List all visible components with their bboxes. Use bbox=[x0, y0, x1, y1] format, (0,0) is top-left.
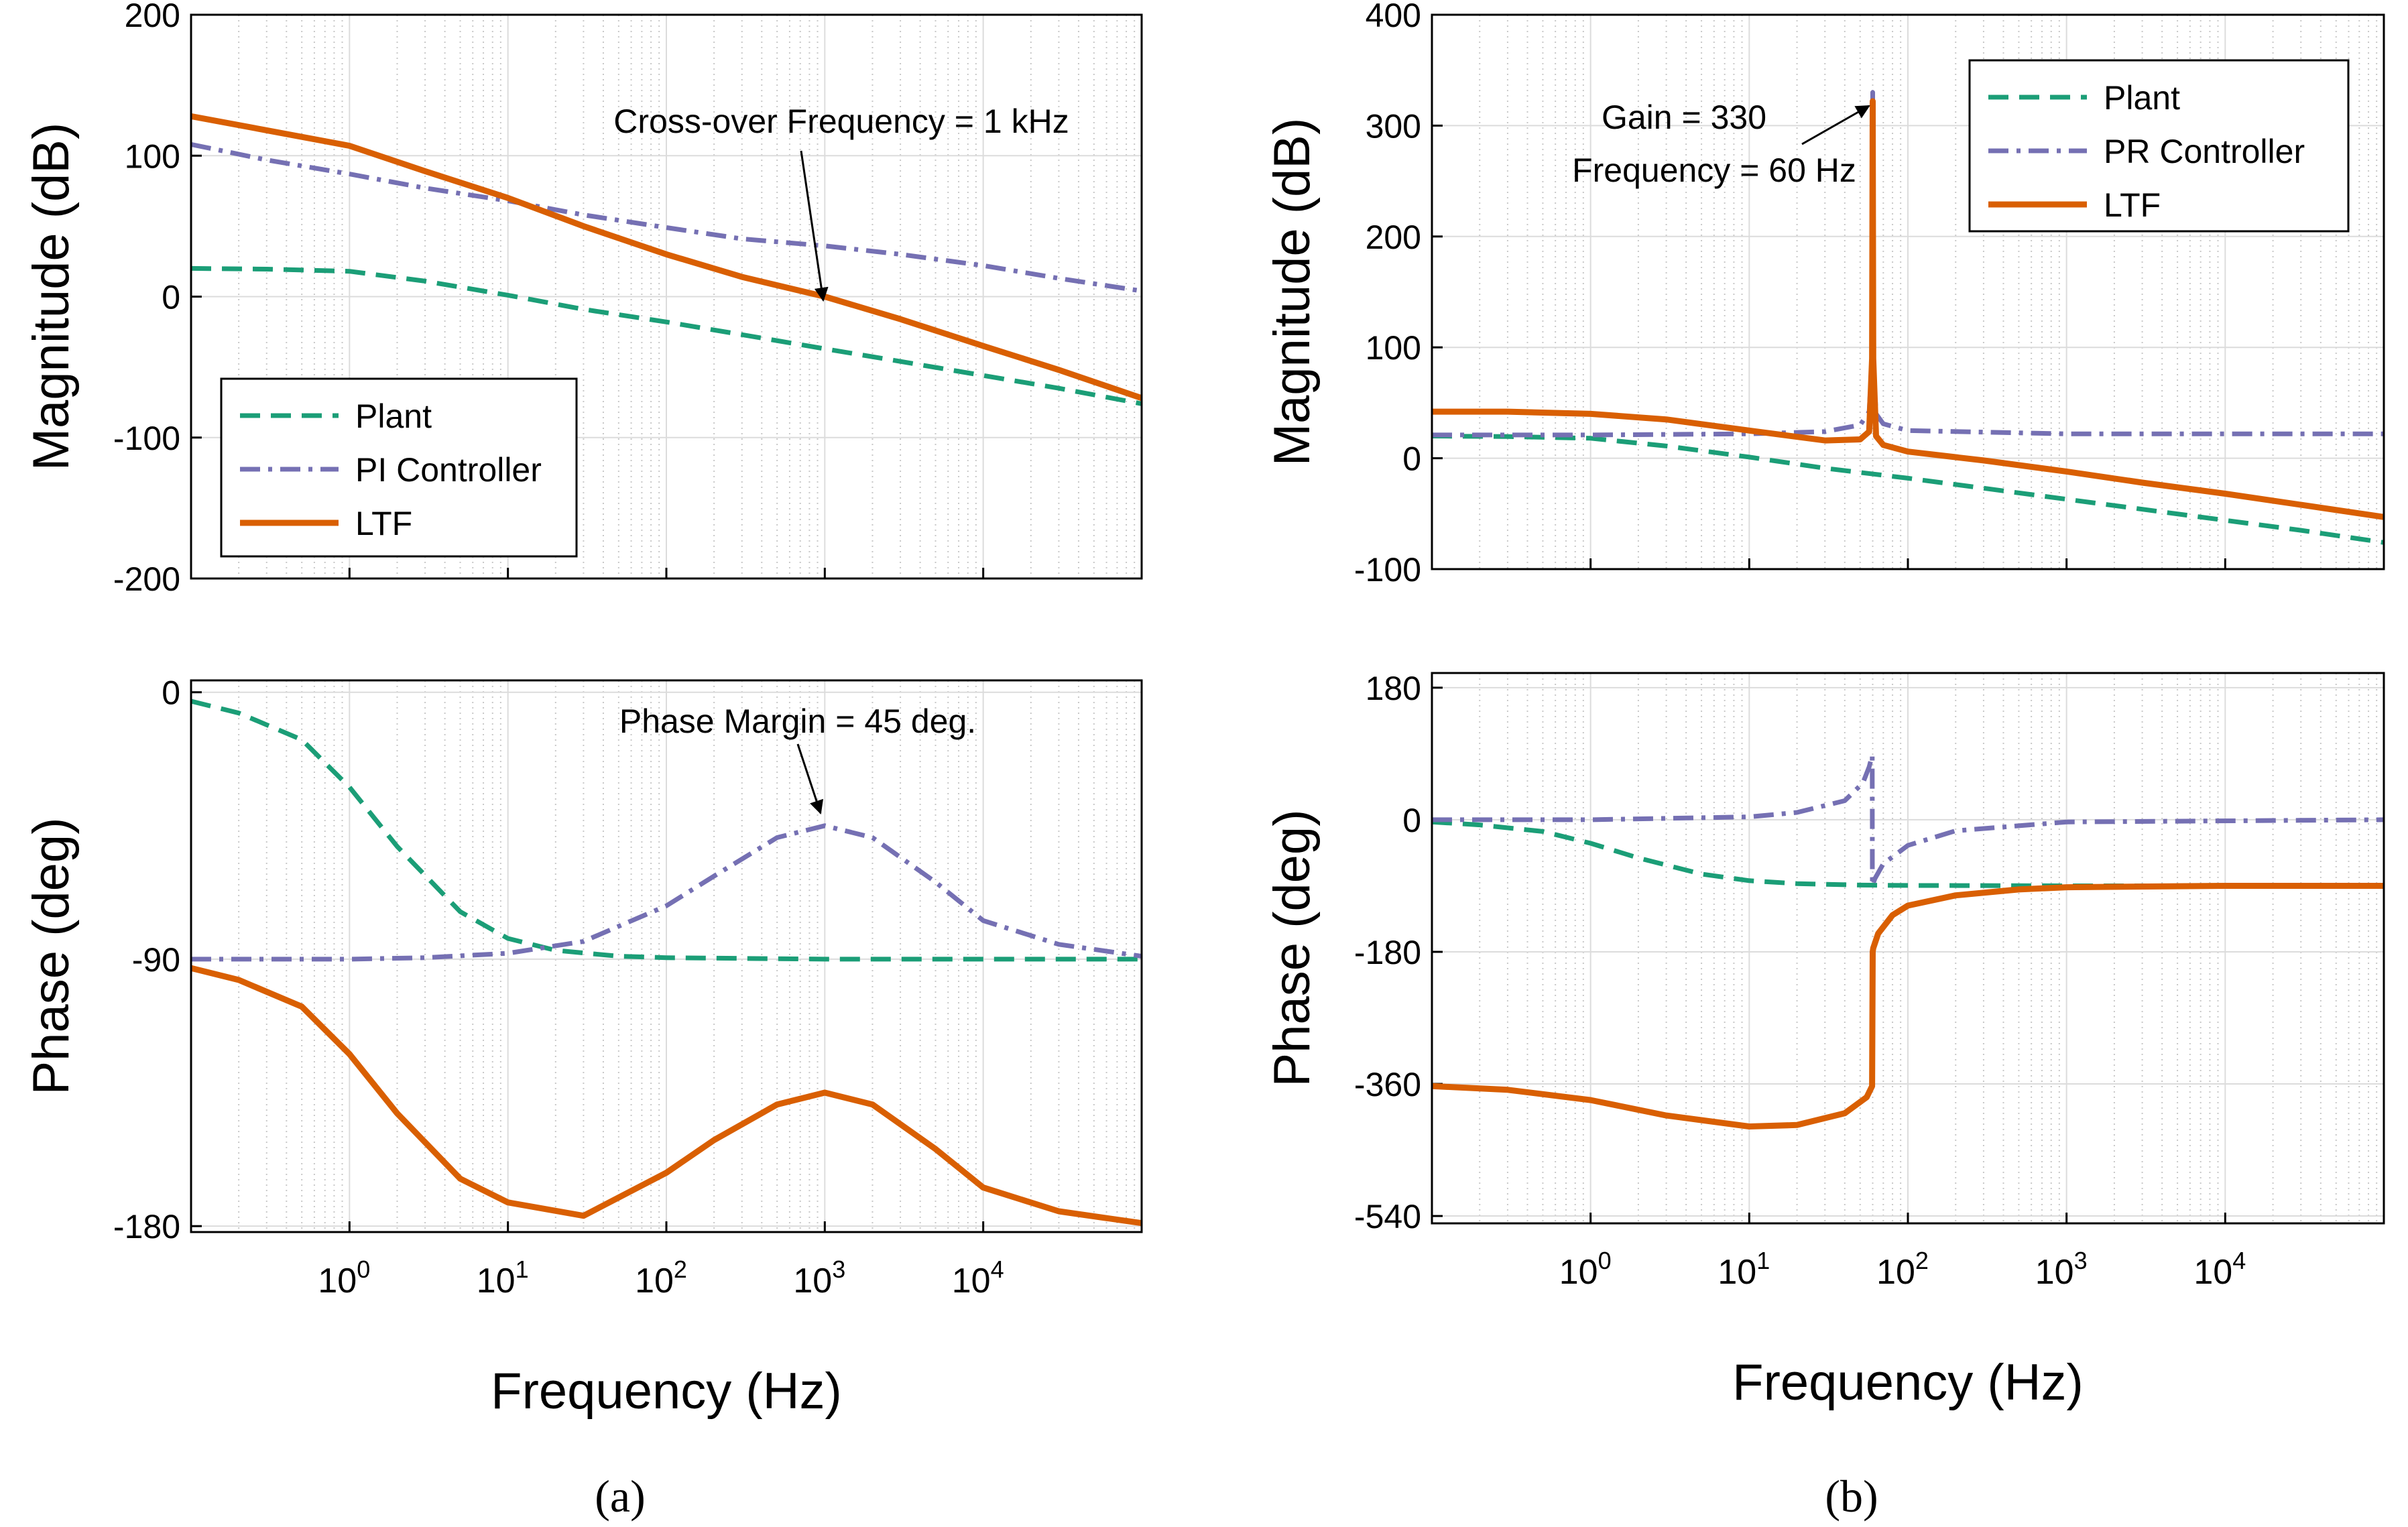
axes-border bbox=[190, 679, 1143, 1233]
y-tick-label: 100 bbox=[125, 137, 180, 175]
y-tick-label: -90 bbox=[132, 941, 180, 979]
chart-a_phase: -180 -90 0 100 101 102 103 104 Frequency (Hz) Pha… bbox=[23, 674, 1143, 1420]
y-axis-label: Phase (deg) bbox=[23, 817, 80, 1095]
axes-border bbox=[1431, 672, 2385, 1225]
legend: Plant PR Controller LTF bbox=[1968, 59, 2350, 233]
annotation-text: Phase Margin = 45 deg. bbox=[619, 703, 976, 740]
series-layer bbox=[1432, 90, 2384, 545]
annotation-text: Cross-over Frequency = 1 kHz bbox=[613, 103, 1069, 140]
y-axis-label: Magnitude (dB) bbox=[23, 123, 80, 471]
y-tick-label: -360 bbox=[1354, 1066, 1421, 1103]
series-plant bbox=[1432, 819, 2384, 888]
y-tick-label: -180 bbox=[1354, 934, 1421, 971]
chart-b_phase: -540 -360 -180 0 180 100 101 102 103 104 Frequency… bbox=[1264, 670, 2385, 1411]
x-tick-label: 103 bbox=[2035, 1247, 2088, 1292]
y-tick-label: 0 bbox=[162, 674, 180, 712]
y-tick-label: 0 bbox=[1402, 440, 1421, 478]
annotation-arrow bbox=[800, 150, 829, 302]
plots-layer: -200 -100 0 100 200 Magnitude (dB) Plant PI Con… bbox=[23, 0, 2385, 1420]
annotation-arrow bbox=[1801, 105, 1870, 145]
series-plant bbox=[191, 265, 1142, 406]
legend-label-plant: Plant bbox=[355, 398, 432, 435]
y-tick-label: 300 bbox=[1366, 107, 1421, 145]
legend-label-pr-controller: PR Controller bbox=[2104, 133, 2305, 170]
series-layer bbox=[1432, 753, 2384, 1129]
x-tick-label: 101 bbox=[1718, 1247, 1770, 1292]
legend-label-plant: Plant bbox=[2104, 79, 2180, 117]
x-tick-label: 102 bbox=[635, 1256, 687, 1300]
y-tick-label: 100 bbox=[1366, 329, 1421, 367]
axes-border bbox=[1431, 13, 2385, 570]
series-pi-controller bbox=[191, 823, 1142, 962]
legend-label-ltf: LTF bbox=[355, 505, 412, 542]
panel-label-b: (b) bbox=[1825, 1471, 1878, 1522]
y-tick-label: 200 bbox=[125, 0, 180, 34]
y-tick-label: -100 bbox=[113, 420, 180, 457]
x-axis-label: Frequency (Hz) bbox=[1732, 1354, 2084, 1411]
series-plant bbox=[191, 698, 1142, 962]
y-tick-label: -540 bbox=[1354, 1198, 1421, 1235]
x-tick-label: 100 bbox=[318, 1256, 370, 1300]
x-tick-label: 101 bbox=[477, 1256, 529, 1300]
series-layer bbox=[191, 698, 1142, 1227]
panel-label-a: (a) bbox=[595, 1471, 645, 1522]
y-tick-label: 0 bbox=[1402, 802, 1421, 839]
legend-label-pi-controller: PI Controller bbox=[355, 451, 542, 489]
x-tick-label: 100 bbox=[1559, 1247, 1612, 1292]
x-tick-label: 102 bbox=[1876, 1247, 1929, 1292]
series-pi-controller bbox=[191, 141, 1142, 294]
series-ltf bbox=[1432, 98, 2384, 520]
series-ltf bbox=[1432, 883, 2384, 1129]
chart-a_mag: -200 -100 0 100 200 Magnitude (dB) Plant PI Con… bbox=[23, 0, 1143, 598]
y-axis-label: Phase (deg) bbox=[1264, 809, 1321, 1087]
y-tick-label: 180 bbox=[1366, 670, 1421, 707]
annotation-text: Gain = 330 bbox=[1602, 99, 1766, 136]
series-ltf bbox=[191, 965, 1142, 1227]
x-tick-label: 104 bbox=[952, 1256, 1004, 1300]
y-tick-label: -200 bbox=[113, 560, 180, 598]
series-pr-controller bbox=[1432, 753, 2384, 888]
legend: Plant PI Controller LTF bbox=[220, 377, 578, 558]
y-axis-label: Magnitude (dB) bbox=[1264, 118, 1321, 467]
x-tick-label: 104 bbox=[2193, 1247, 2246, 1292]
series-ltf bbox=[191, 113, 1142, 402]
series-layer bbox=[191, 113, 1142, 406]
x-tick-label: 103 bbox=[793, 1256, 845, 1300]
axes-border bbox=[190, 13, 1143, 580]
y-tick-label: 200 bbox=[1366, 219, 1421, 256]
series-plant bbox=[1432, 434, 2384, 545]
x-axis-label: Frequency (Hz) bbox=[491, 1363, 842, 1420]
y-tick-label: 400 bbox=[1366, 0, 1421, 34]
legend-label-ltf: LTF bbox=[2104, 186, 2161, 224]
y-tick-label: -100 bbox=[1354, 551, 1421, 589]
annotation-text: Frequency = 60 Hz bbox=[1572, 151, 1856, 189]
y-tick-label: -180 bbox=[113, 1208, 180, 1245]
chart-b_mag: -100 0 100 200 300 400 Magnitude (dB) Plant PR C… bbox=[1264, 0, 2385, 589]
annotation-arrow bbox=[796, 743, 824, 814]
y-tick-label: 0 bbox=[162, 279, 180, 316]
